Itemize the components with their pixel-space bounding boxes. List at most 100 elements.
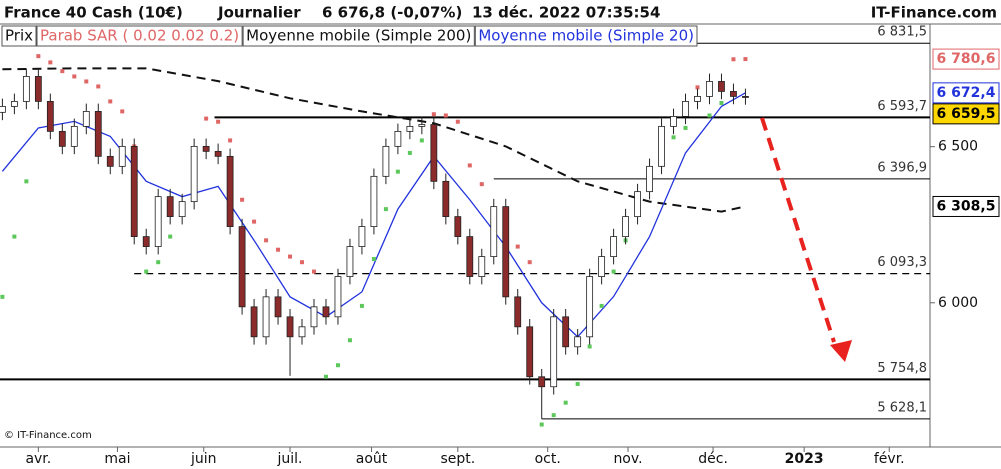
sar-dot — [455, 119, 460, 124]
candle-body — [298, 326, 306, 338]
sar-dot — [264, 238, 269, 243]
sar-dot — [12, 234, 17, 239]
forecast-arrow — [760, 117, 852, 362]
candle-body — [142, 236, 150, 247]
sar-dot — [72, 74, 77, 79]
sar-dot — [527, 260, 532, 265]
sar-dot — [515, 244, 520, 249]
candle-body — [70, 125, 78, 147]
price-tag — [932, 103, 1000, 125]
candle-body — [346, 246, 354, 277]
candle-body — [430, 124, 438, 182]
sar-dot — [323, 374, 328, 379]
candle-body — [94, 111, 102, 157]
timestamp: 13 déc. 2022 07:35:54 — [472, 4, 660, 22]
sar-dot — [168, 234, 173, 239]
candle-body — [310, 306, 318, 328]
sar-dot — [0, 294, 5, 299]
candle-body — [286, 316, 294, 338]
y-tick-label: 6 000 — [938, 295, 978, 311]
sar-dot — [695, 85, 700, 90]
candle-body — [406, 125, 414, 132]
candle-body — [670, 116, 677, 127]
candle-body — [706, 81, 713, 97]
legend-label: Moyenne mobile (Simple 20) — [478, 27, 694, 45]
candle-body — [718, 81, 725, 92]
candle-body — [0, 106, 6, 113]
sar-dot — [335, 363, 340, 368]
candle-body — [22, 76, 30, 102]
sar-dot — [96, 84, 101, 89]
sar-dot — [743, 57, 748, 62]
sar-dot — [216, 119, 221, 124]
last-quote: 6 676,8 (-0,07%) — [322, 4, 462, 22]
candle-body — [574, 336, 582, 348]
x-tick-label: déc. — [698, 451, 728, 467]
sar-dot — [683, 125, 688, 130]
candle-body — [550, 316, 558, 388]
sar-dot — [419, 138, 424, 143]
sar-dot — [371, 257, 376, 262]
candle-body — [82, 111, 90, 127]
sar-dot — [431, 112, 436, 117]
moving-average-line — [2, 67, 746, 213]
sar-dot — [204, 116, 209, 121]
sar-dot — [276, 247, 281, 252]
candle-body — [178, 201, 186, 218]
candle-body — [742, 96, 749, 98]
sar-dot — [288, 254, 293, 259]
candle-body — [382, 145, 390, 177]
candle-body — [46, 101, 54, 132]
y-tick-label: 6 500 — [938, 139, 978, 155]
sar-dot — [383, 207, 388, 212]
sar-dot — [563, 400, 568, 405]
sar-dot — [395, 169, 400, 174]
candle-body — [394, 130, 402, 147]
candle-body — [730, 91, 737, 97]
level-label: 6 396,9 — [877, 160, 927, 175]
level-label: 6 093,3 — [877, 255, 927, 270]
sar-dot — [443, 113, 448, 118]
sar-dot — [156, 260, 161, 265]
legend-label: Moyenne mobile (Simple 200) — [246, 27, 471, 45]
sar-dot — [671, 135, 676, 140]
sar-dot — [300, 260, 305, 265]
sar-dot — [731, 57, 736, 62]
arrow-head — [830, 340, 852, 362]
candle-body — [610, 236, 618, 257]
candle-body — [190, 145, 198, 203]
candle-body — [514, 296, 522, 328]
sar-dot — [575, 381, 580, 386]
sar-dot — [587, 344, 592, 349]
candle-body — [622, 216, 629, 237]
copyright: © IT-Finance.com — [4, 430, 92, 441]
candle-body — [646, 165, 653, 193]
candle-body — [238, 226, 246, 308]
sar-dot — [311, 269, 316, 274]
sar-dot — [347, 338, 352, 343]
candle-body — [274, 296, 282, 318]
moving-average-line — [1, 92, 746, 338]
candle-body — [538, 376, 546, 388]
sar-dot — [120, 109, 125, 114]
candle-body — [214, 150, 222, 157]
sar-dot — [252, 219, 257, 224]
level-label: 5 628,1 — [877, 400, 927, 415]
candle-body — [442, 180, 450, 218]
candle-body — [262, 296, 270, 338]
sar-dot — [479, 182, 484, 187]
candle-body — [478, 256, 486, 277]
legend-box — [242, 25, 475, 47]
level-label: 6 593,7 — [877, 99, 927, 114]
legend-box — [474, 25, 698, 47]
x-tick-label: août — [356, 451, 388, 467]
price-tag-label: 6 659,5 — [937, 106, 996, 122]
candle-body — [526, 326, 534, 378]
candle-body — [10, 101, 18, 107]
x-tick-label: avr. — [25, 451, 51, 467]
period: Journalier — [217, 4, 301, 22]
candle-body — [634, 191, 641, 218]
candle-body — [490, 206, 498, 257]
price-tag-label: 6 308,5 — [937, 198, 996, 214]
